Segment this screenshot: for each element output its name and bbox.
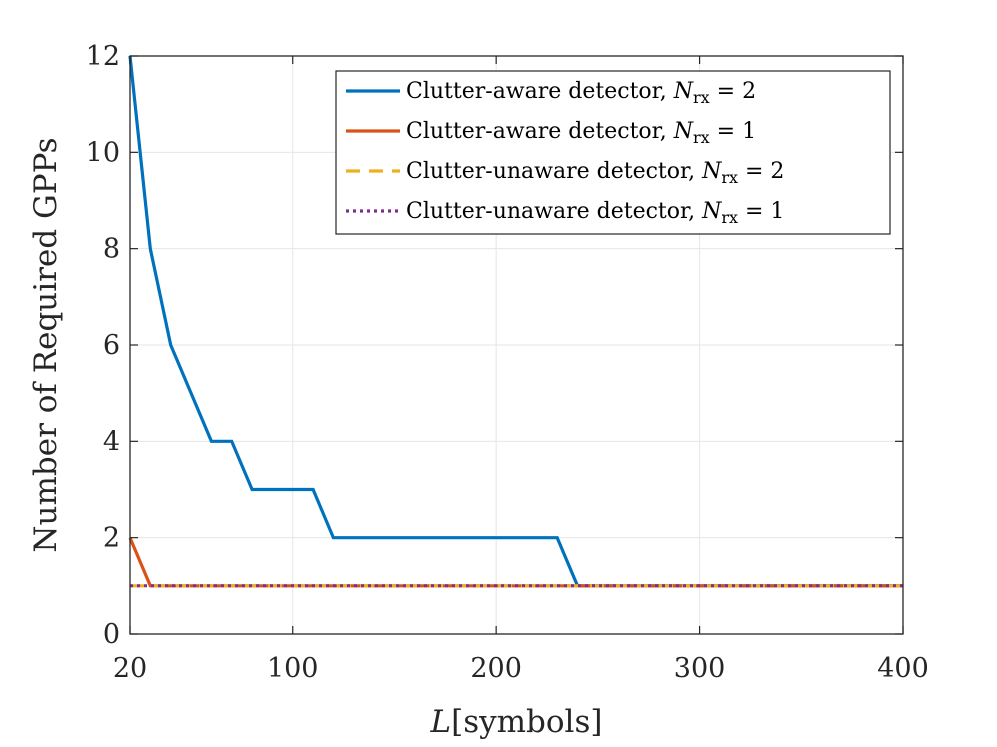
- legend-label-1: Clutter-aware detector, Nrx = 2: [406, 79, 756, 107]
- y-axis-label: Number of Required GPPs: [28, 137, 64, 552]
- y-tick-label: 12: [86, 41, 120, 72]
- legend-label-4: Clutter-unaware detector, Nrx = 1: [406, 199, 784, 227]
- y-tick-label: 0: [103, 619, 120, 650]
- x-tick-label: 400: [877, 653, 929, 684]
- x-tick-label: 200: [470, 653, 522, 684]
- x-axis-label: L[symbols]: [430, 704, 603, 740]
- x-tick-label: 20: [113, 653, 147, 684]
- x-axis-variable: L: [430, 704, 452, 740]
- series-layer: [128, 55, 903, 588]
- legend-label-3: Clutter-unaware detector, Nrx = 2: [406, 159, 784, 187]
- x-tick-label: 300: [674, 653, 726, 684]
- legend: Clutter-aware detector, Nrx = 2 Clutter-a…: [335, 70, 891, 235]
- y-tick-label: 2: [103, 523, 120, 554]
- x-axis-unit: [symbols]: [451, 704, 602, 740]
- series-line-2: [128, 537, 903, 588]
- y-tick-label: 6: [103, 330, 120, 361]
- x-tick-label: 100: [267, 653, 319, 684]
- series-line-1: [128, 55, 903, 588]
- y-tick-label: 4: [103, 426, 120, 457]
- axis-ticks: 20 100 200 300 400 0 2 4 6 8 10 12: [86, 41, 929, 684]
- y-tick-label: 10: [86, 137, 120, 168]
- legend-box: [335, 70, 891, 235]
- y-tick-label: 8: [103, 234, 120, 265]
- legend-label-2: Clutter-aware detector, Nrx = 1: [406, 119, 756, 147]
